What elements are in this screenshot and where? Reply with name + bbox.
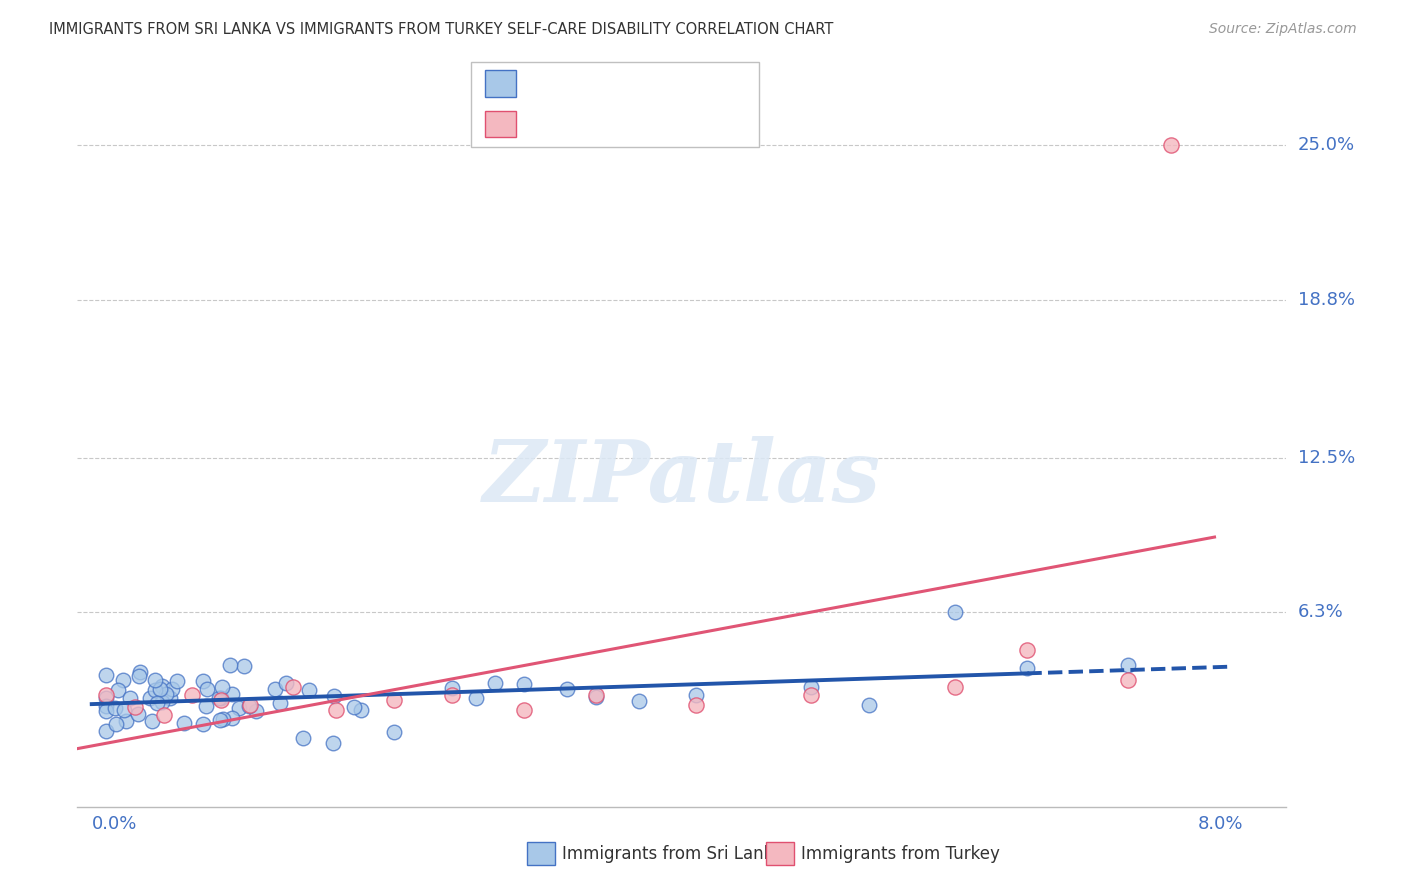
Point	[298, 682, 321, 697]
Text: 6.3: 6.3	[91, 770, 94, 771]
Point	[221, 711, 243, 725]
Point	[181, 688, 204, 702]
Text: 12.5%: 12.5%	[1298, 449, 1355, 467]
Point	[800, 680, 823, 694]
Point	[382, 725, 405, 739]
Text: Immigrants from Sri Lanka: Immigrants from Sri Lanka	[562, 845, 783, 863]
Text: 18.8%: 18.8%	[1298, 292, 1354, 310]
Point	[115, 714, 138, 728]
Point	[128, 669, 150, 683]
Point	[585, 690, 607, 705]
Point	[1017, 643, 1039, 657]
Point	[465, 690, 488, 705]
Text: R = 0.559   N = 18: R = 0.559 N = 18	[527, 115, 692, 133]
Point	[155, 687, 177, 701]
Point	[145, 673, 167, 688]
Point	[107, 682, 129, 697]
Point	[627, 694, 650, 708]
Point	[209, 693, 232, 707]
Text: 0.0%: 0.0%	[91, 814, 138, 833]
Point	[124, 700, 146, 714]
Point	[94, 688, 117, 702]
Point	[152, 707, 174, 722]
Point	[440, 681, 463, 695]
Point	[322, 736, 344, 750]
Point	[274, 676, 297, 690]
Point	[228, 701, 250, 715]
Point	[211, 712, 233, 726]
Point	[555, 681, 578, 696]
Point	[112, 703, 135, 717]
Point	[211, 680, 233, 694]
Point	[585, 688, 607, 702]
Point	[160, 682, 183, 697]
Point	[146, 696, 169, 710]
Point	[264, 682, 287, 697]
Point	[512, 676, 534, 690]
Point	[159, 690, 181, 705]
Point	[94, 724, 117, 739]
Point	[239, 698, 262, 712]
Point	[945, 681, 967, 695]
Text: ZIPatlas: ZIPatlas	[482, 436, 882, 519]
Point	[150, 695, 173, 709]
Point	[484, 675, 506, 690]
Point	[127, 706, 149, 721]
Point	[166, 673, 188, 688]
Point	[118, 690, 141, 705]
Point	[173, 715, 195, 730]
Point	[141, 714, 163, 728]
Point	[945, 606, 967, 620]
Point	[191, 674, 214, 689]
Text: Immigrants from Turkey: Immigrants from Turkey	[801, 845, 1000, 863]
Text: 25.0%: 25.0%	[1298, 136, 1355, 154]
Text: R = 0.293   N = 67: R = 0.293 N = 67	[527, 74, 692, 93]
Point	[343, 699, 366, 714]
Point	[150, 679, 173, 693]
Point	[209, 690, 232, 705]
Point	[382, 693, 405, 707]
Point	[245, 704, 267, 718]
Point	[350, 703, 373, 717]
Point	[208, 690, 231, 705]
Point	[143, 683, 166, 698]
Text: Source: ZipAtlas.com: Source: ZipAtlas.com	[1209, 22, 1357, 37]
Point	[1116, 673, 1139, 687]
Point	[221, 687, 243, 701]
Point	[1160, 138, 1182, 153]
Point	[269, 696, 291, 710]
Point	[283, 681, 305, 695]
Text: IMMIGRANTS FROM SRI LANKA VS IMMIGRANTS FROM TURKEY SELF-CARE DISABILITY CORRELA: IMMIGRANTS FROM SRI LANKA VS IMMIGRANTS …	[49, 22, 834, 37]
Text: 8.0%: 8.0%	[1198, 814, 1243, 833]
Point	[322, 690, 344, 704]
Point	[1017, 661, 1039, 675]
Point	[104, 701, 127, 715]
Point	[219, 658, 242, 673]
Point	[129, 665, 152, 679]
Point	[94, 704, 117, 718]
Point	[149, 682, 172, 697]
Point	[685, 688, 707, 702]
Point	[685, 698, 707, 712]
Point	[291, 731, 314, 746]
Point	[94, 691, 117, 706]
Point	[800, 688, 823, 702]
Point	[197, 682, 219, 697]
Point	[440, 688, 463, 702]
Point	[233, 658, 256, 673]
Text: 6.3%: 6.3%	[1298, 604, 1343, 622]
Point	[1116, 658, 1139, 673]
Point	[94, 668, 117, 682]
Point	[94, 699, 117, 714]
Point	[104, 717, 127, 731]
Point	[325, 703, 347, 717]
Point	[112, 673, 135, 687]
Point	[195, 699, 218, 714]
Point	[139, 690, 162, 705]
Point	[208, 713, 231, 727]
Point	[512, 703, 534, 717]
Point	[858, 698, 880, 712]
Point	[191, 716, 214, 731]
Point	[238, 699, 260, 714]
